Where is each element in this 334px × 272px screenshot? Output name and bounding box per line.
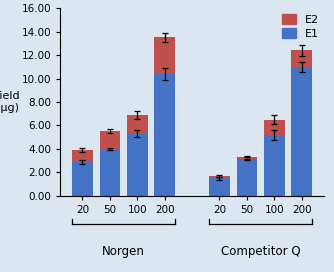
Bar xyxy=(292,50,312,67)
Bar xyxy=(100,149,120,196)
Legend: E2, E1: E2, E1 xyxy=(280,12,321,41)
Bar xyxy=(209,178,230,196)
Y-axis label: Yield
(μg): Yield (μg) xyxy=(0,91,21,113)
Bar xyxy=(154,38,175,74)
Bar xyxy=(264,120,285,135)
Bar xyxy=(236,157,257,159)
Bar xyxy=(127,134,148,196)
Text: Competitor Q: Competitor Q xyxy=(221,245,300,258)
Bar xyxy=(209,176,230,178)
Bar xyxy=(264,135,285,196)
Text: Norgen: Norgen xyxy=(102,245,145,258)
Bar xyxy=(72,150,93,162)
Bar xyxy=(72,162,93,196)
Bar xyxy=(292,67,312,196)
Bar xyxy=(127,115,148,134)
Bar xyxy=(100,131,120,149)
Bar xyxy=(236,159,257,196)
Bar xyxy=(154,74,175,196)
